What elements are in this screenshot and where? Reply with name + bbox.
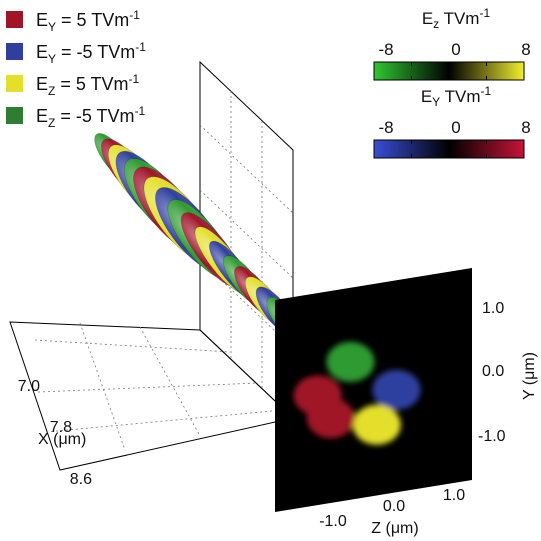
- colorbar-title: Ez TVm-1: [422, 6, 491, 31]
- colorbar-tick-label: 0: [451, 118, 460, 137]
- slice-blob: [352, 404, 401, 445]
- legend-swatch: [6, 43, 23, 60]
- x-tick-label: 8.6: [70, 471, 92, 488]
- z-axis-label: Z (μm): [371, 520, 418, 537]
- colorbar-tick-label: -8: [378, 118, 393, 137]
- colorbars: Ez TVm-1 -8 0 8 EY TVm-1 -8 0 8: [373, 6, 531, 159]
- x-axis-label: X (μm): [38, 431, 86, 448]
- colorbar-tick-label: 0: [451, 40, 460, 59]
- slice-blobs: [293, 341, 421, 445]
- slice-blob: [293, 375, 342, 416]
- legend-entry: EZ = -5 TVm-1: [36, 104, 146, 130]
- y-axis: 1.0 0.0 -1.0 Y (μm): [478, 300, 538, 445]
- legend-entry: EY = 5 TVm-1: [36, 8, 140, 34]
- legend-swatch: [6, 11, 23, 28]
- y-tick-label: 1.0: [482, 300, 504, 317]
- slice-blob: [326, 341, 375, 382]
- y-tick-label: -1.0: [478, 428, 506, 445]
- colorbar-tick-label: 8: [521, 118, 530, 137]
- helix-isosurfaces: [94, 133, 319, 357]
- legend-entry: EY = -5 TVm-1: [36, 40, 146, 66]
- colorbar-tick-label: 8: [521, 40, 530, 59]
- legend-swatch: [6, 75, 23, 92]
- legend-swatch: [6, 107, 23, 124]
- z-tick-label: -1.0: [319, 513, 347, 530]
- slice-blob: [372, 369, 421, 410]
- legend-entry: EZ = 5 TVm-1: [36, 72, 140, 98]
- z-axis: -1.0 0.0 1.0 Z (μm): [319, 487, 465, 537]
- colorbar-tick-label: -8: [378, 40, 393, 59]
- y-axis-label: Y (μm): [521, 352, 538, 400]
- z-tick-label: 1.0: [443, 487, 465, 504]
- floor-grid: [34, 322, 284, 451]
- z-tick-label: 0.0: [383, 498, 405, 515]
- cross-section-slice: [275, 268, 472, 512]
- legend: EY = 5 TVm-1 EY = -5 TVm-1 EZ = 5 TVm-1 EZ …: [6, 8, 146, 130]
- x-tick-label: 7.0: [18, 378, 40, 395]
- x-tick-label: 7.8: [50, 419, 72, 436]
- colorbar-title: EY TVm-1: [421, 84, 492, 109]
- y-tick-label: 0.0: [482, 363, 504, 380]
- x-axis: 7.0 7.8 8.6 X (μm): [18, 378, 92, 488]
